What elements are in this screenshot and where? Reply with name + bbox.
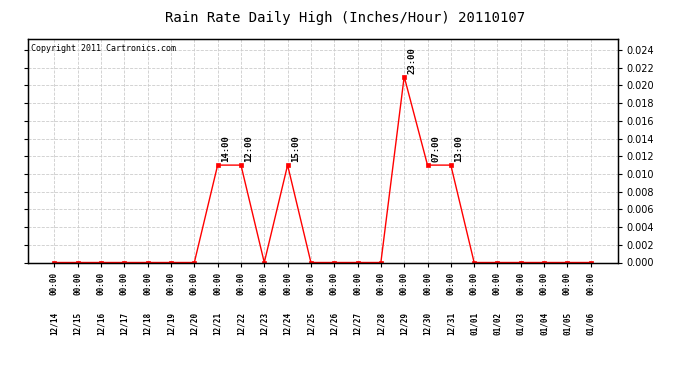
Text: 12/27: 12/27 xyxy=(353,312,362,335)
Text: Rain Rate Daily High (Inches/Hour) 20110107: Rain Rate Daily High (Inches/Hour) 20110… xyxy=(165,11,525,25)
Text: 12/21: 12/21 xyxy=(213,312,222,335)
Text: 00:00: 00:00 xyxy=(306,272,315,294)
Text: 00:00: 00:00 xyxy=(446,272,455,294)
Text: 01/01: 01/01 xyxy=(470,312,479,335)
Text: 01/03: 01/03 xyxy=(516,312,525,335)
Text: 23:00: 23:00 xyxy=(408,47,417,74)
Text: 12/31: 12/31 xyxy=(446,312,455,335)
Text: 12/14: 12/14 xyxy=(50,312,59,335)
Text: 01/06: 01/06 xyxy=(586,312,595,335)
Text: 00:00: 00:00 xyxy=(470,272,479,294)
Text: 12/24: 12/24 xyxy=(283,312,292,335)
Text: 00:00: 00:00 xyxy=(259,272,269,294)
Text: 12/17: 12/17 xyxy=(120,312,129,335)
Text: 00:00: 00:00 xyxy=(400,272,408,294)
Text: 00:00: 00:00 xyxy=(353,272,362,294)
Text: 00:00: 00:00 xyxy=(190,272,199,294)
Text: 12/20: 12/20 xyxy=(190,312,199,335)
Text: 12/23: 12/23 xyxy=(259,312,269,335)
Text: 15:00: 15:00 xyxy=(291,136,300,162)
Text: 01/05: 01/05 xyxy=(563,312,572,335)
Text: 12/18: 12/18 xyxy=(144,312,152,335)
Text: 00:00: 00:00 xyxy=(144,272,152,294)
Text: 00:00: 00:00 xyxy=(540,272,549,294)
Text: 00:00: 00:00 xyxy=(237,272,246,294)
Text: 00:00: 00:00 xyxy=(586,272,595,294)
Text: 00:00: 00:00 xyxy=(120,272,129,294)
Text: 00:00: 00:00 xyxy=(283,272,292,294)
Text: 00:00: 00:00 xyxy=(423,272,432,294)
Text: 13:00: 13:00 xyxy=(454,136,463,162)
Text: 12:00: 12:00 xyxy=(244,136,253,162)
Text: 12/30: 12/30 xyxy=(423,312,432,335)
Text: 12/16: 12/16 xyxy=(97,312,106,335)
Text: 00:00: 00:00 xyxy=(330,272,339,294)
Text: 12/25: 12/25 xyxy=(306,312,315,335)
Text: 00:00: 00:00 xyxy=(97,272,106,294)
Text: 00:00: 00:00 xyxy=(376,272,386,294)
Text: 00:00: 00:00 xyxy=(73,272,82,294)
Text: 14:00: 14:00 xyxy=(221,136,230,162)
Text: 12/29: 12/29 xyxy=(400,312,408,335)
Text: 12/22: 12/22 xyxy=(237,312,246,335)
Text: 12/26: 12/26 xyxy=(330,312,339,335)
Text: 07:00: 07:00 xyxy=(431,136,440,162)
Text: 00:00: 00:00 xyxy=(516,272,525,294)
Text: 00:00: 00:00 xyxy=(166,272,175,294)
Text: 12/15: 12/15 xyxy=(73,312,82,335)
Text: 12/28: 12/28 xyxy=(376,312,386,335)
Text: 00:00: 00:00 xyxy=(493,272,502,294)
Text: 01/04: 01/04 xyxy=(540,312,549,335)
Text: Copyright 2011 Cartronics.com: Copyright 2011 Cartronics.com xyxy=(30,44,175,53)
Text: 01/02: 01/02 xyxy=(493,312,502,335)
Text: 00:00: 00:00 xyxy=(213,272,222,294)
Text: 12/19: 12/19 xyxy=(166,312,175,335)
Text: 00:00: 00:00 xyxy=(50,272,59,294)
Text: 00:00: 00:00 xyxy=(563,272,572,294)
